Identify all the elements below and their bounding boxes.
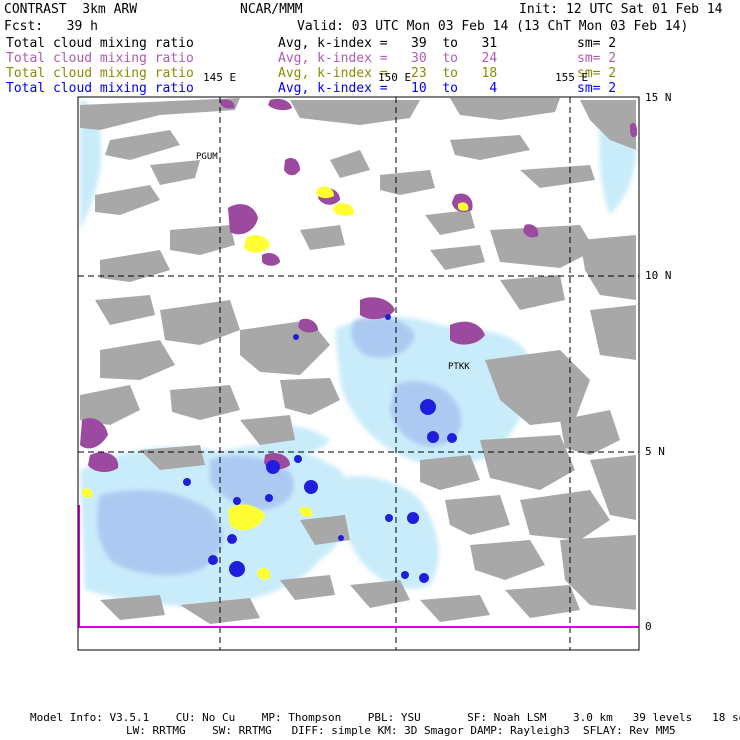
map-frame <box>77 96 640 651</box>
field-sm-3: sm= 2 <box>577 66 617 81</box>
valid-time: Valid: 03 UTC Mon 03 Feb 14 (13 ChT Mon … <box>297 19 689 34</box>
dense-cloud-layer <box>183 314 457 583</box>
low-cloud-layer <box>82 186 469 580</box>
model-info-line2: LW: RRTMG SW: RRTMG DIFF: simple KM: 3D … <box>126 724 676 737</box>
mid-cloud-layer <box>80 98 638 472</box>
lon-label-145: 145 E <box>203 71 237 84</box>
lat-label-10n: 10 N <box>645 269 672 282</box>
field-name-3: Total cloud mixing ratio <box>6 66 194 81</box>
model-info-line1: Model Info: V3.5.1 CU: No Cu MP: Thompso… <box>30 711 740 724</box>
field-info-4: Avg, k-index = 10 to 4 <box>278 81 498 96</box>
lat-label-15n: 15 N <box>645 91 672 104</box>
field-info-2: Avg, k-index = 30 to 24 <box>278 51 498 66</box>
station-pgum: PGUM <box>196 152 218 162</box>
center-name: NCAR/MMM <box>240 2 303 17</box>
field-sm-1: sm= 2 <box>577 36 617 51</box>
forecast-hour: Fcst: 39 h <box>4 19 98 34</box>
product-title: CONTRAST 3km ARW <box>4 2 138 17</box>
field-name-4: Total cloud mixing ratio <box>6 81 194 96</box>
lon-label-155: 155 E <box>555 71 589 84</box>
lat-label-0: 0 <box>645 620 652 633</box>
field-info-1: Avg, k-index = 39 to 31 <box>278 36 498 51</box>
station-ptkk: PTKK <box>448 362 470 372</box>
high-cloud-layer <box>80 98 636 624</box>
field-name-1: Total cloud mixing ratio <box>6 36 194 51</box>
field-sm-4: sm= 2 <box>577 81 617 96</box>
lat-lon-grid <box>78 97 639 650</box>
lat-label-5n: 5 N <box>645 445 665 458</box>
field-info-3: Avg, k-index = 23 to 18 <box>278 66 498 81</box>
lon-label-150: 150 E <box>378 71 412 84</box>
field-sm-2: sm= 2 <box>577 51 617 66</box>
field-name-2: Total cloud mixing ratio <box>6 51 194 66</box>
init-time: Init: 12 UTC Sat 01 Feb 14 <box>519 2 723 17</box>
